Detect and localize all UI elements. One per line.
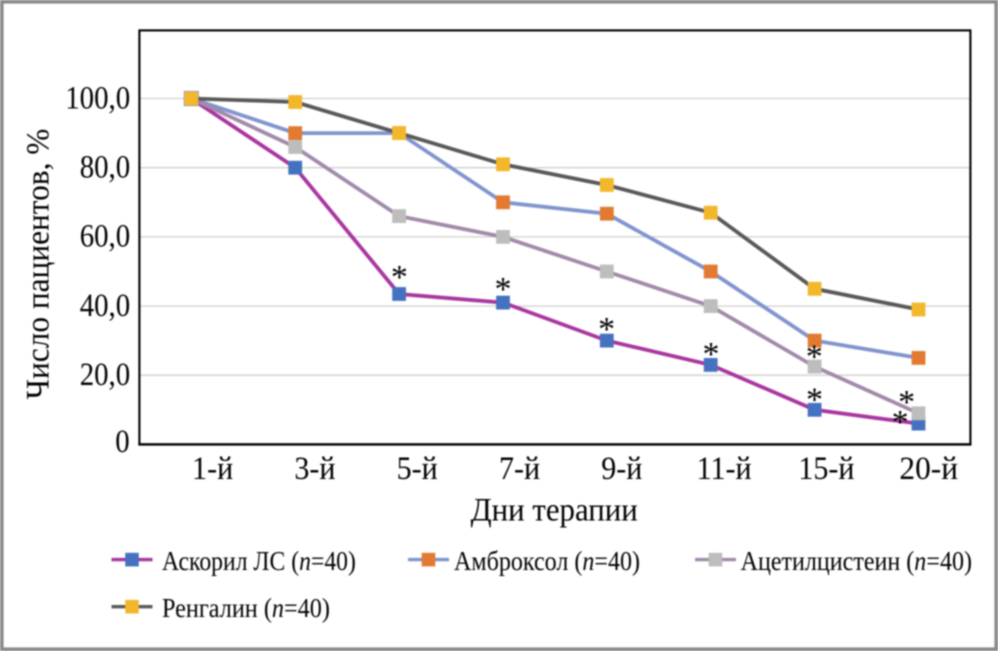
svg-text:Ацетилцистеин (: Ацетилцистеин ( xyxy=(741,546,915,576)
svg-text:15-й: 15-й xyxy=(798,451,854,487)
svg-text:=40): =40) xyxy=(594,546,640,576)
svg-text:100,0: 100,0 xyxy=(65,80,130,116)
svg-text:=40): =40) xyxy=(311,546,356,576)
svg-text:*: * xyxy=(495,271,512,308)
svg-text:5-й: 5-й xyxy=(397,451,438,487)
svg-text:20,0: 20,0 xyxy=(80,357,131,393)
svg-text:n: n xyxy=(582,546,594,576)
svg-text:Число пациентов, %: Число пациентов, % xyxy=(21,129,57,400)
svg-text:80,0: 80,0 xyxy=(80,150,131,186)
svg-text:20-й: 20-й xyxy=(899,451,958,487)
svg-text:*: * xyxy=(391,259,408,296)
svg-text:11-й: 11-й xyxy=(697,451,752,487)
svg-text:Ренгалин (: Ренгалин ( xyxy=(162,593,272,623)
svg-text:7-й: 7-й xyxy=(499,451,540,487)
svg-text:3-й: 3-й xyxy=(294,451,335,487)
svg-text:*: * xyxy=(703,336,720,373)
svg-text:Аскорил ЛС (: Аскорил ЛС ( xyxy=(162,546,299,576)
svg-text:Амброксол (: Амброксол ( xyxy=(454,546,582,576)
svg-text:n: n xyxy=(914,546,926,576)
svg-text:n: n xyxy=(272,593,284,623)
svg-text:*: * xyxy=(892,404,909,441)
svg-text:0: 0 xyxy=(115,424,129,460)
svg-text:60,0: 60,0 xyxy=(80,219,131,255)
svg-text:9-й: 9-й xyxy=(601,451,642,487)
svg-text:*: * xyxy=(806,382,823,419)
svg-text:*: * xyxy=(806,339,823,376)
svg-text:n: n xyxy=(299,546,311,576)
svg-text:=40): =40) xyxy=(284,593,330,623)
svg-text:1-й: 1-й xyxy=(192,451,233,487)
svg-text:Дни терапии: Дни терапии xyxy=(471,493,638,529)
svg-text:40,0: 40,0 xyxy=(80,288,131,324)
svg-text:*: * xyxy=(598,311,615,348)
svg-text:=40): =40) xyxy=(926,546,972,576)
svg-text:*: * xyxy=(898,384,915,421)
